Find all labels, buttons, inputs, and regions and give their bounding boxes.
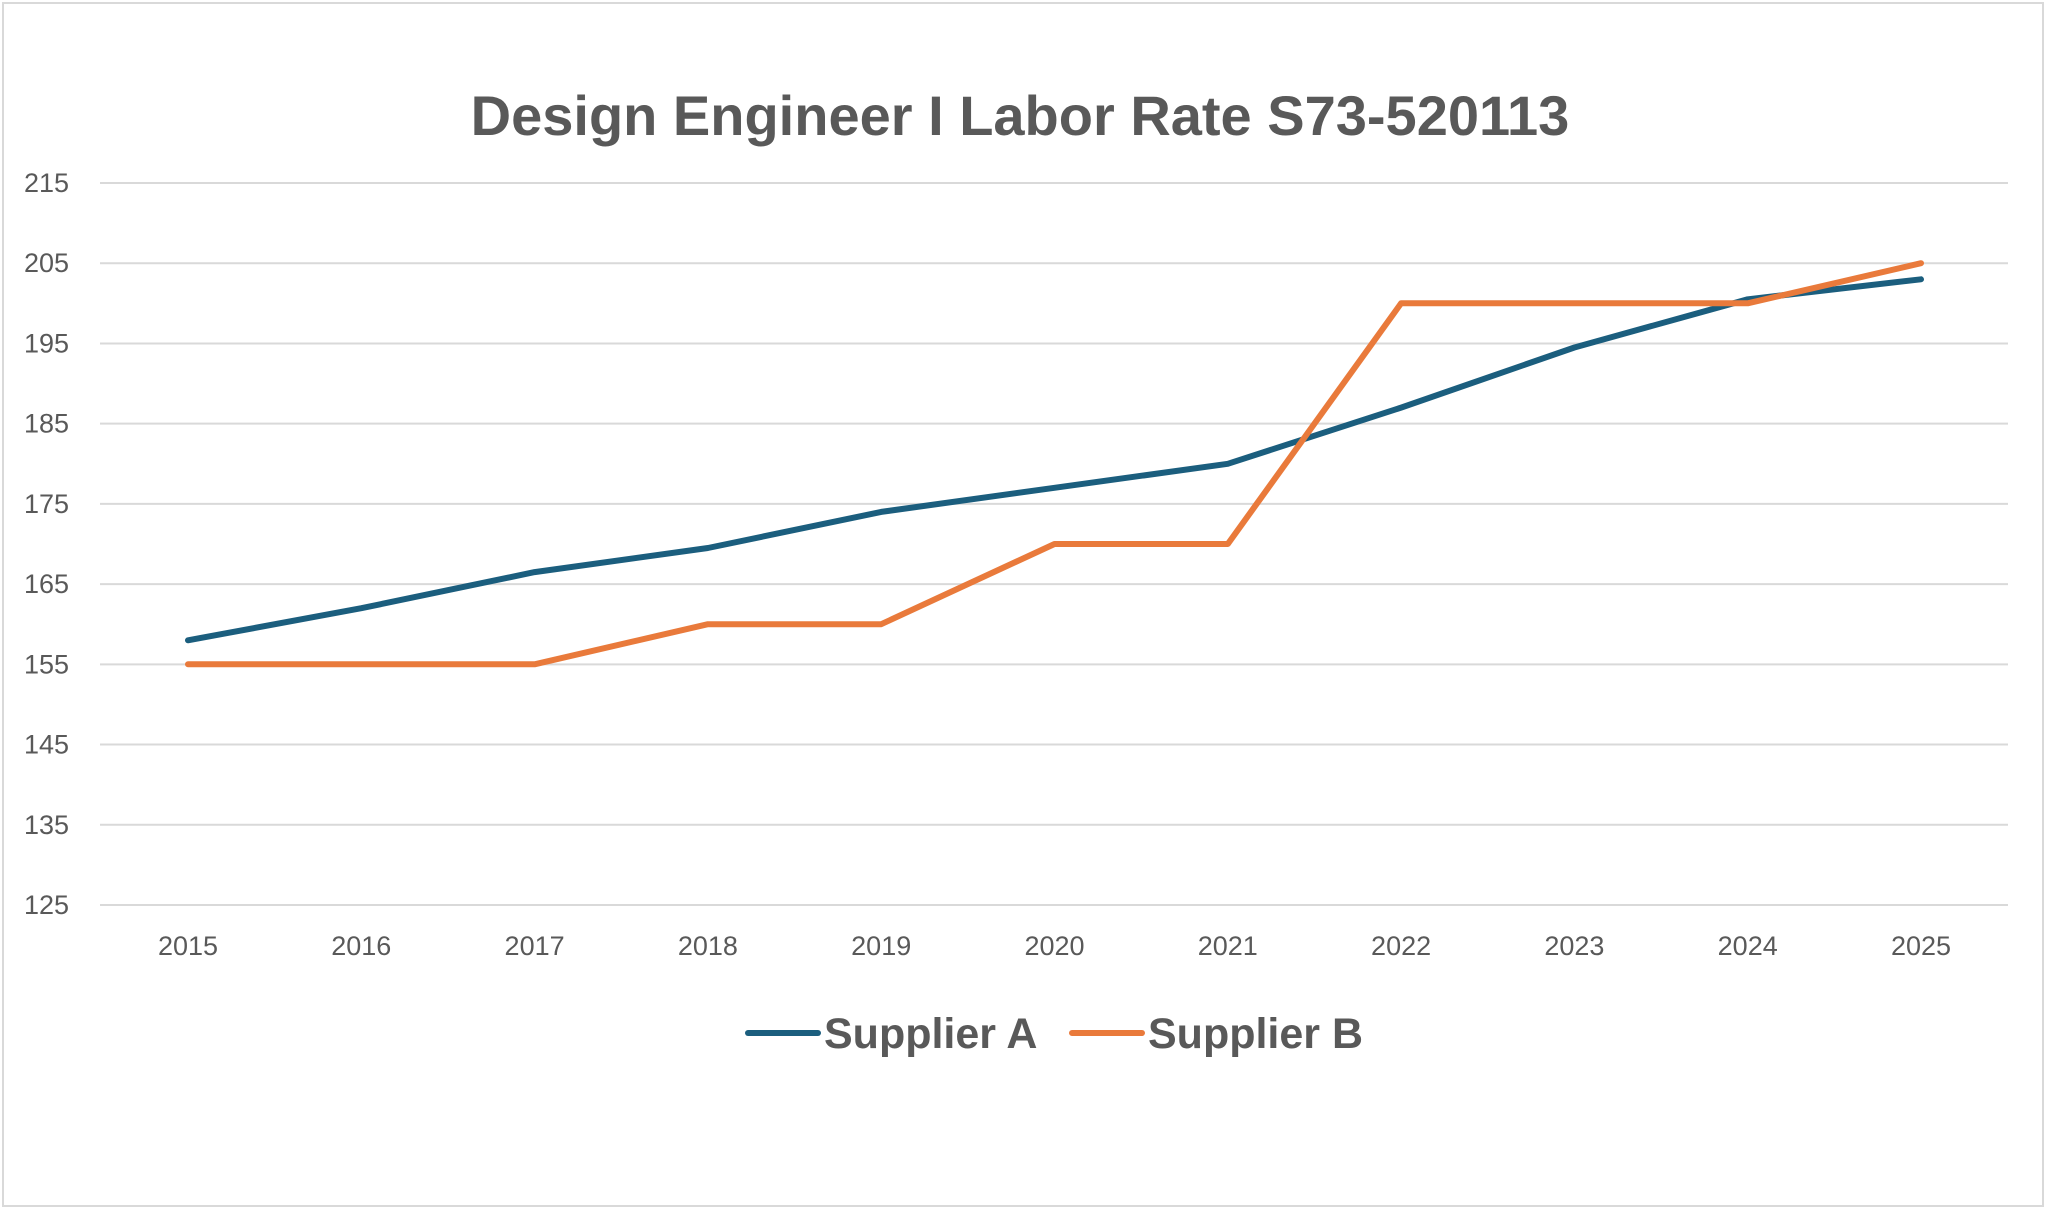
x-tick-label: 2023 bbox=[1544, 931, 1604, 961]
y-tick-label: 155 bbox=[24, 649, 69, 679]
x-tick-label: 2025 bbox=[1891, 931, 1951, 961]
x-axis-ticks: 2015 2016 2017 2018 2019 2020 2021 2022 2023 2024… bbox=[158, 931, 1951, 961]
x-tick-label: 2022 bbox=[1371, 931, 1431, 961]
x-tick-label: 2020 bbox=[1024, 931, 1084, 961]
y-tick-label: 195 bbox=[24, 328, 69, 358]
series-lines bbox=[185, 260, 1924, 668]
y-tick-label: 135 bbox=[24, 810, 69, 840]
x-tick-label: 2018 bbox=[678, 931, 738, 961]
legend[interactable]: Supplier A Supplier B bbox=[745, 1010, 1363, 1058]
x-tick-label: 2017 bbox=[505, 931, 565, 961]
y-tick-label: 175 bbox=[24, 489, 69, 519]
chart-title: Design Engineer I Labor Rate S73-520113 bbox=[471, 84, 1570, 147]
legend-item-supplier-a[interactable]: Supplier A bbox=[745, 1010, 1037, 1058]
series-line-supplier-a bbox=[185, 276, 1924, 644]
y-tick-label: 165 bbox=[24, 569, 69, 599]
gridlines bbox=[100, 182, 2008, 906]
y-tick-label: 125 bbox=[24, 890, 69, 920]
y-tick-label: 185 bbox=[24, 409, 69, 439]
x-tick-label: 2024 bbox=[1718, 931, 1778, 961]
legend-label: Supplier B bbox=[1148, 1010, 1363, 1058]
y-tick-label: 145 bbox=[24, 730, 69, 760]
y-tick-label: 215 bbox=[24, 168, 69, 198]
x-tick-label: 2021 bbox=[1198, 931, 1258, 961]
legend-label: Supplier A bbox=[824, 1010, 1037, 1058]
x-tick-label: 2016 bbox=[331, 931, 391, 961]
y-axis-ticks: 125 135 145 155 165 175 185 195 205 215 bbox=[24, 168, 69, 920]
series-line-supplier-b bbox=[185, 260, 1924, 668]
legend-item-supplier-b[interactable]: Supplier B bbox=[1069, 1010, 1363, 1058]
x-tick-label: 2019 bbox=[851, 931, 911, 961]
y-tick-label: 205 bbox=[24, 248, 69, 278]
x-tick-label: 2015 bbox=[158, 931, 218, 961]
